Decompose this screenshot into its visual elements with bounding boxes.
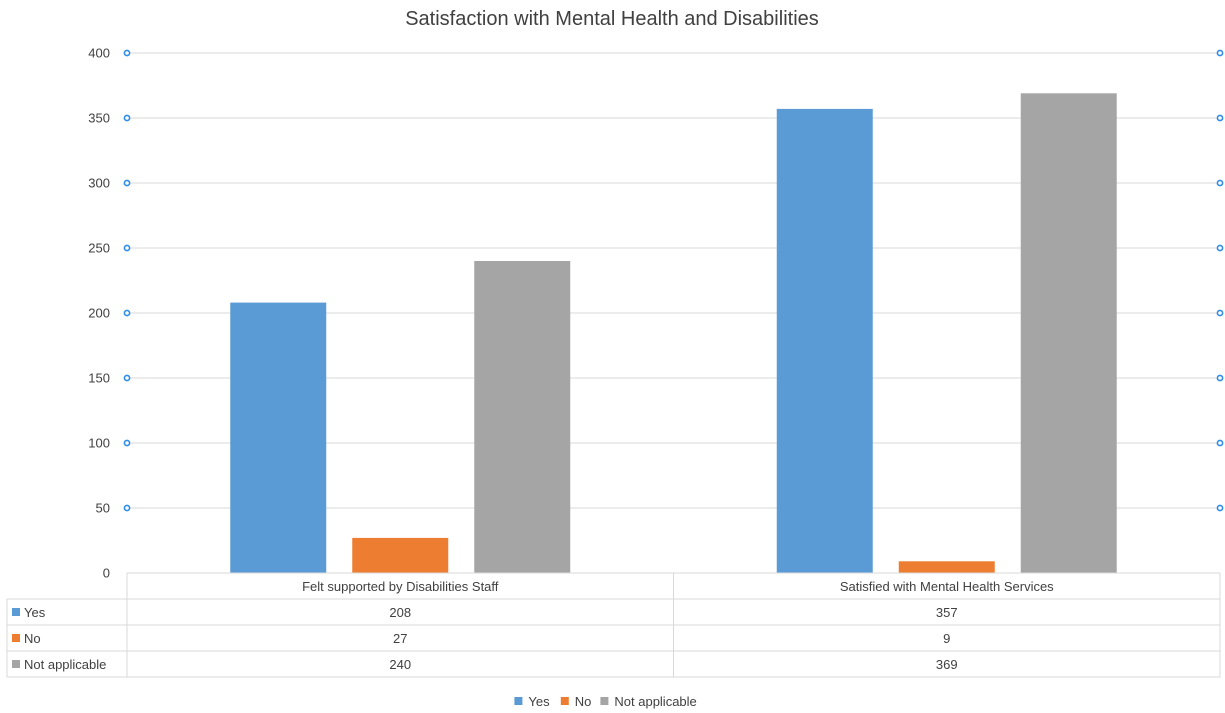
bars bbox=[230, 93, 1117, 574]
gridline-marker-right bbox=[1216, 244, 1224, 252]
y-tick-label: 350 bbox=[88, 111, 110, 126]
data-label: 357 bbox=[936, 605, 958, 620]
legend-key-no bbox=[560, 697, 569, 705]
bar-not-applicable bbox=[1020, 93, 1117, 574]
y-axis: 0 50 100 150 200 250 300 350 400 bbox=[88, 46, 110, 581]
bar-yes bbox=[230, 302, 327, 573]
y-tick-label: 400 bbox=[88, 46, 110, 61]
gridline-marker-left bbox=[123, 114, 131, 122]
y-tick-label: 200 bbox=[88, 306, 110, 321]
gridline-marker-right bbox=[1216, 504, 1224, 512]
legend-label: No bbox=[575, 694, 592, 709]
data-label: 27 bbox=[393, 631, 407, 646]
table-series-label: No bbox=[24, 631, 41, 646]
x-category-label: Satisfied with Mental Health Services bbox=[840, 579, 1054, 594]
gridline-marker-left bbox=[123, 244, 131, 252]
legend-label: Not applicable bbox=[614, 694, 696, 709]
gridline-marker-right bbox=[1216, 49, 1224, 57]
gridline-marker-right bbox=[1216, 374, 1224, 382]
gridline-marker-right bbox=[1216, 114, 1224, 122]
gridline-marker-left bbox=[123, 309, 131, 317]
gridline-marker-left bbox=[123, 374, 131, 382]
gridline-marker-left bbox=[123, 49, 131, 57]
bar-yes bbox=[776, 108, 873, 574]
gridline-marker-right bbox=[1216, 179, 1224, 187]
gridline-marker-left bbox=[123, 439, 131, 447]
legend: Yes No Not applicable bbox=[514, 694, 697, 709]
bar-no bbox=[352, 537, 449, 573]
data-label: 369 bbox=[936, 657, 958, 672]
table-legend-key bbox=[12, 660, 20, 668]
legend-key-yes bbox=[514, 697, 523, 705]
legend-key-not-applicable bbox=[600, 697, 609, 705]
y-tick-label: 0 bbox=[103, 566, 110, 581]
y-tick-label: 250 bbox=[88, 241, 110, 256]
y-tick-label: 300 bbox=[88, 176, 110, 191]
y-tick-label: 50 bbox=[96, 501, 110, 516]
gridline-marker-right bbox=[1216, 439, 1224, 447]
legend-label: Yes bbox=[528, 694, 550, 709]
gridline-marker-left bbox=[123, 504, 131, 512]
data-label: 9 bbox=[943, 631, 950, 646]
data-label: 208 bbox=[389, 605, 411, 620]
y-tick-label: 150 bbox=[88, 371, 110, 386]
chart-title: Satisfaction with Mental Health and Disa… bbox=[405, 8, 819, 30]
data-label: 240 bbox=[389, 657, 411, 672]
data-table: Felt supported by Disabilities Staff Sati… bbox=[6, 572, 1221, 678]
table-legend-key bbox=[12, 608, 20, 616]
gridline-marker-right bbox=[1216, 309, 1224, 317]
bar-not-applicable bbox=[474, 261, 571, 573]
table-series-label: Yes bbox=[24, 605, 46, 620]
table-series-label: Not applicable bbox=[24, 657, 106, 672]
table-legend-key bbox=[12, 634, 20, 642]
y-tick-label: 100 bbox=[88, 436, 110, 451]
gridline-marker-left bbox=[123, 179, 131, 187]
x-category-label: Felt supported by Disabilities Staff bbox=[302, 579, 499, 594]
bar-no bbox=[898, 561, 995, 573]
